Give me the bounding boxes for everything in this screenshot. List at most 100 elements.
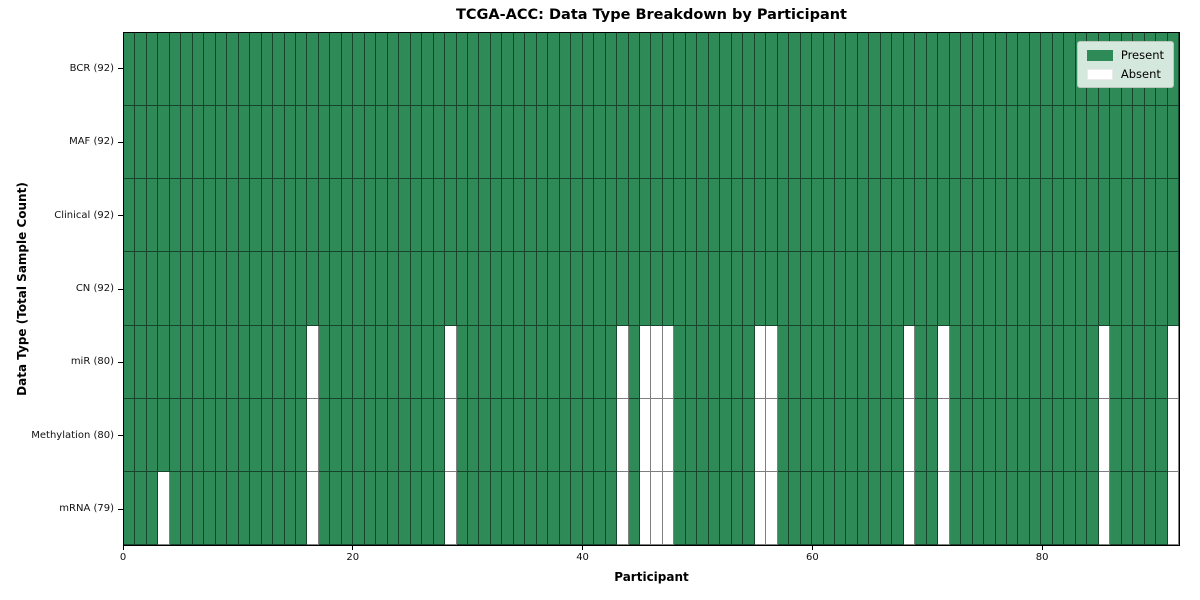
heatmap-cell (984, 33, 996, 107)
y-tick-label: BCR (92) (69, 62, 114, 74)
heatmap-cell (846, 252, 858, 326)
heatmap-cell (536, 398, 549, 472)
heatmap-cell (479, 106, 491, 180)
heatmap-cell (685, 398, 698, 472)
heatmap-cell (261, 471, 274, 545)
heatmap-cell (1110, 106, 1122, 180)
heatmap-cell (754, 471, 767, 545)
heatmap-cell (548, 252, 560, 326)
legend-label: Present (1120, 48, 1164, 62)
heatmap-cell (261, 106, 274, 180)
heatmap-cell (387, 471, 400, 545)
heatmap-cell (250, 179, 262, 253)
y-tick-mark (118, 508, 123, 510)
heatmap-cell (1144, 179, 1157, 253)
heatmap-cell (1052, 471, 1065, 545)
heatmap-cell (582, 398, 595, 472)
heatmap-cell (640, 252, 652, 326)
heatmap-cell (708, 398, 721, 472)
heatmap-cell (880, 325, 893, 399)
heatmap-cell (697, 398, 709, 472)
heatmap-cell (502, 252, 514, 326)
heatmap-cell (204, 471, 216, 545)
heatmap-cell (146, 325, 159, 399)
heatmap-cell (445, 33, 457, 107)
heatmap-cell (926, 398, 939, 472)
heatmap-cell (846, 106, 858, 180)
heatmap-cell (582, 33, 595, 107)
heatmap-cell (903, 398, 916, 472)
y-tick-label: CN (92) (75, 283, 114, 294)
heatmap-cell (376, 106, 388, 180)
heatmap-cell (341, 33, 354, 107)
heatmap-cell (1006, 179, 1019, 253)
heatmap-cell (261, 325, 274, 399)
heatmap-cell (146, 398, 159, 472)
y-tick-label: Methylation (80) (31, 429, 114, 441)
heatmap-cell (1029, 398, 1042, 472)
heatmap-cell (594, 179, 606, 253)
heatmap-cell (731, 471, 744, 545)
heatmap-cell (949, 106, 962, 180)
heatmap-cell (169, 179, 182, 253)
y-tick-mark (118, 68, 123, 70)
heatmap-cell (685, 33, 698, 107)
heatmap-cell (720, 325, 732, 399)
heatmap-cell (204, 325, 216, 399)
plot-area: Present Absent (123, 32, 1180, 546)
heatmap-cell (318, 252, 331, 326)
heatmap-cell (674, 33, 686, 107)
heatmap-cell (972, 106, 985, 180)
heatmap-cell (800, 252, 813, 326)
heatmap-cell (513, 325, 526, 399)
x-tick-label: 80 (1035, 552, 1049, 563)
heatmap-cell (743, 325, 755, 399)
heatmap-cell (307, 471, 319, 545)
heatmap-cell (215, 33, 228, 107)
heatmap-cell (892, 179, 904, 253)
heatmap-cell (146, 179, 159, 253)
heatmap-cell (1041, 179, 1053, 253)
heatmap-cell (1167, 325, 1179, 399)
heatmap-cell (490, 179, 503, 253)
heatmap-cell (1041, 252, 1053, 326)
heatmap-cell (789, 33, 801, 107)
heatmap-cell (525, 398, 537, 472)
heatmap-cell (995, 398, 1007, 472)
heatmap-cell (1087, 106, 1099, 180)
heatmap-cell (1018, 33, 1030, 107)
heatmap-cell (215, 325, 228, 399)
heatmap-cell (1167, 106, 1179, 180)
heatmap-cell (525, 179, 537, 253)
heatmap-cell (1029, 179, 1042, 253)
heatmap-cell (1098, 471, 1111, 545)
heatmap-cell (536, 106, 549, 180)
heatmap-cell (754, 398, 767, 472)
heatmap-cell (697, 179, 709, 253)
heatmap-cell (869, 325, 881, 399)
heatmap-cell (296, 179, 308, 253)
heatmap-cell (777, 106, 790, 180)
heatmap-cell (697, 106, 709, 180)
y-tick-label: mRNA (79) (59, 503, 114, 515)
heatmap-cell (307, 398, 319, 472)
heatmap-cell (594, 106, 606, 180)
heatmap-cell (124, 325, 136, 399)
heatmap-cell (823, 252, 835, 326)
heatmap-cell (1121, 325, 1134, 399)
heatmap-cell (915, 106, 927, 180)
heatmap-cell (789, 252, 801, 326)
heatmap-cell (777, 471, 790, 545)
heatmap-cell (169, 398, 182, 472)
heatmap-cell (1052, 106, 1065, 180)
heatmap-cell (880, 179, 893, 253)
heatmap-cell (903, 106, 916, 180)
heatmap-cell (1087, 471, 1099, 545)
heatmap-cell (1052, 252, 1065, 326)
heatmap-cell (1075, 398, 1088, 472)
heatmap-cell (812, 179, 824, 253)
heatmap-cell (812, 471, 824, 545)
heatmap-cell (674, 471, 686, 545)
heatmap-cell (273, 471, 285, 545)
heatmap-cell (399, 398, 411, 472)
